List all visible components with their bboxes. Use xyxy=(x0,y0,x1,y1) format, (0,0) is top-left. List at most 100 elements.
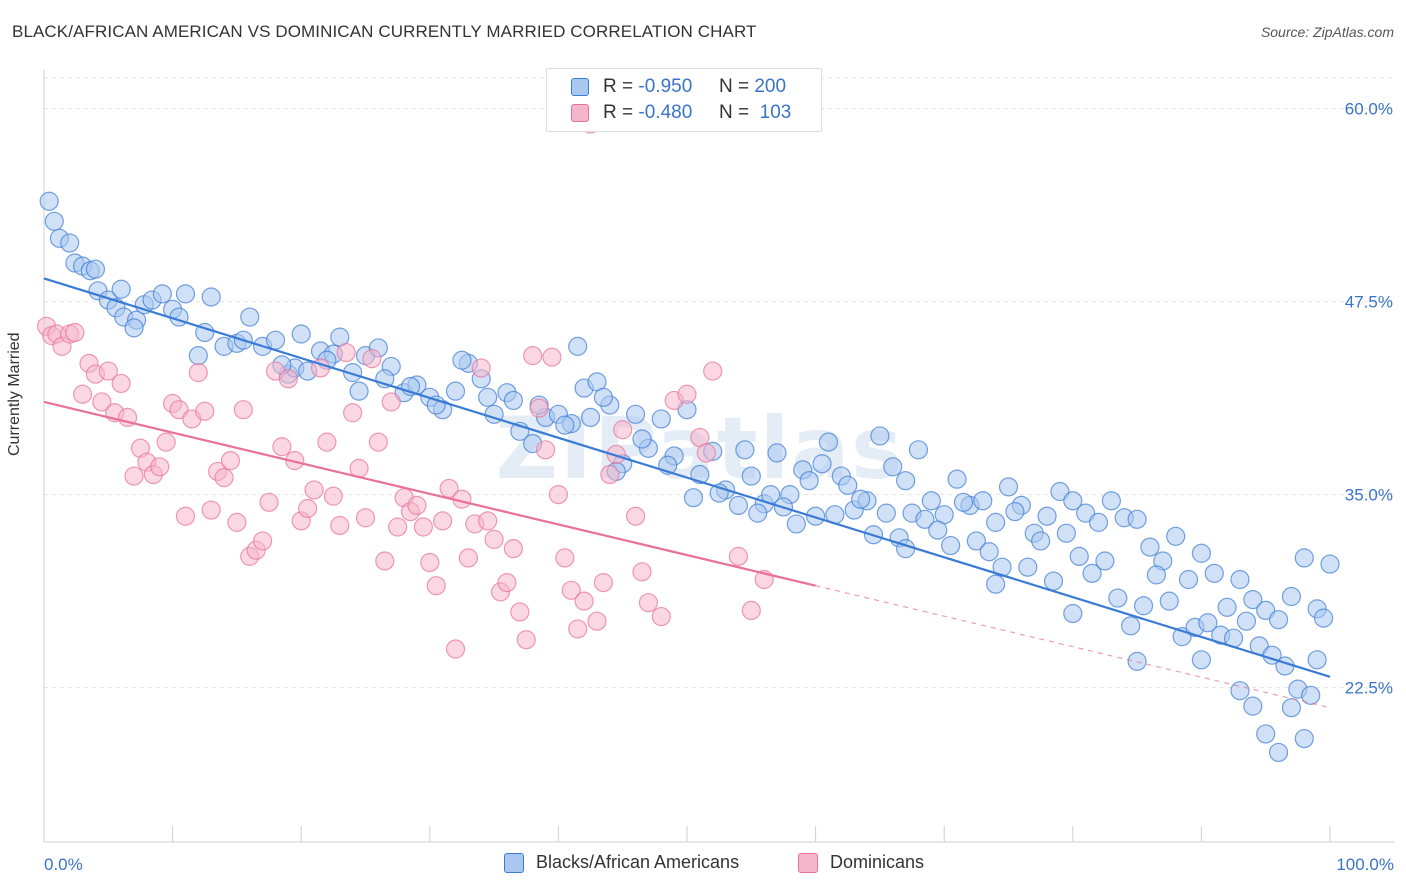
point-dominicans xyxy=(703,361,723,381)
point-blacks xyxy=(349,381,369,401)
point-dominicans xyxy=(195,401,215,421)
point-dominicans xyxy=(638,593,659,613)
trend-lines xyxy=(43,277,1331,709)
point-dominicans xyxy=(574,591,594,611)
point-blacks xyxy=(445,381,466,401)
x-tick-label: 100.0% xyxy=(1336,855,1394,874)
point-blacks xyxy=(111,279,131,299)
point-blacks xyxy=(818,432,839,452)
point-blacks xyxy=(1198,613,1218,633)
point-blacks xyxy=(966,531,986,551)
point-blacks xyxy=(1140,537,1160,557)
point-blacks xyxy=(1243,589,1263,610)
legend-item-dominicans[interactable]: Dominicans xyxy=(798,852,924,873)
point-blacks xyxy=(175,284,196,304)
point-dominicans xyxy=(523,346,543,366)
point-dominicans xyxy=(600,464,620,485)
point-dominicans xyxy=(445,639,466,659)
point-blacks xyxy=(851,489,871,509)
point-blacks xyxy=(152,284,172,304)
point-dominicans xyxy=(458,548,478,568)
point-blacks xyxy=(1108,588,1128,608)
point-blacks xyxy=(1236,611,1257,631)
grid-lines xyxy=(44,77,1394,689)
point-dominicans xyxy=(72,384,93,404)
point-dominicans xyxy=(548,485,569,505)
point-dominicans xyxy=(413,517,433,537)
legend-r-label: R = xyxy=(603,102,634,123)
point-dominicans xyxy=(568,619,588,639)
point-blacks xyxy=(568,336,588,356)
legend-n-value: 200 xyxy=(754,76,787,97)
legend-swatch-blue xyxy=(571,78,589,96)
point-blacks xyxy=(941,535,961,556)
legend-swatch-blue xyxy=(504,852,524,873)
point-dominicans xyxy=(606,444,626,465)
point-blacks xyxy=(503,390,523,411)
point-dominicans xyxy=(484,529,504,549)
y-tick-label: 47.5% xyxy=(1345,293,1393,312)
legend-item-blacks[interactable]: Blacks/African Americans xyxy=(504,852,739,873)
point-blacks xyxy=(1037,506,1057,526)
point-blacks xyxy=(805,506,826,526)
point-blacks xyxy=(947,469,967,489)
point-blacks xyxy=(85,259,106,279)
point-blacks xyxy=(1146,565,1166,585)
point-blacks xyxy=(973,491,993,511)
point-dominicans xyxy=(259,492,279,512)
point-dominicans xyxy=(728,546,749,566)
point-blacks xyxy=(1159,591,1179,611)
point-dominicans xyxy=(542,347,562,367)
point-dominicans xyxy=(124,466,144,486)
point-blacks xyxy=(908,440,929,460)
point-blacks xyxy=(812,454,832,474)
chart-title: BLACK/AFRICAN AMERICAN VS DOMINICAN CURR… xyxy=(12,22,757,41)
point-dominicans xyxy=(253,531,273,551)
point-blacks xyxy=(1268,610,1289,630)
point-dominicans xyxy=(233,400,253,420)
source-label: Source: ZipAtlas.com xyxy=(1260,24,1394,40)
point-dominicans xyxy=(227,512,247,532)
point-blacks xyxy=(39,191,59,211)
point-blacks xyxy=(799,471,819,491)
point-dominicans xyxy=(65,322,85,343)
point-dominicans xyxy=(741,600,761,621)
trend-extension-dominicans xyxy=(815,585,1331,709)
point-dominicans xyxy=(407,495,427,516)
point-dominicans xyxy=(368,432,388,452)
point-dominicans xyxy=(593,573,614,593)
point-blacks xyxy=(1166,526,1186,546)
point-dominicans xyxy=(330,515,350,536)
point-blacks xyxy=(1076,503,1096,523)
point-blacks xyxy=(1101,491,1121,511)
legend-r-label: R = xyxy=(603,76,634,97)
point-blacks xyxy=(580,407,601,427)
point-blacks xyxy=(1256,724,1276,744)
point-blacks xyxy=(1281,698,1302,718)
point-blacks xyxy=(1294,548,1314,568)
point-dominicans xyxy=(471,358,491,378)
legend-swatch-pink xyxy=(571,104,589,122)
point-blacks xyxy=(1275,656,1295,676)
point-dominicans xyxy=(632,562,652,582)
point-dominicans xyxy=(92,392,112,412)
point-blacks xyxy=(188,346,208,366)
point-dominicans xyxy=(529,398,549,418)
point-dominicans xyxy=(278,369,298,389)
point-blacks xyxy=(838,475,858,495)
point-dominicans xyxy=(362,349,382,369)
point-blacks xyxy=(690,464,710,485)
point-dominicans xyxy=(214,468,234,488)
point-blacks xyxy=(1268,742,1289,763)
point-blacks xyxy=(240,307,260,327)
point-dominicans xyxy=(298,498,318,519)
point-blacks xyxy=(632,429,652,449)
point-blacks xyxy=(979,542,999,562)
point-blacks xyxy=(1031,531,1051,551)
point-blacks xyxy=(265,330,286,350)
point-blacks xyxy=(767,443,787,463)
point-blacks xyxy=(915,509,935,529)
point-blacks xyxy=(1121,616,1141,636)
point-blacks xyxy=(291,324,311,344)
